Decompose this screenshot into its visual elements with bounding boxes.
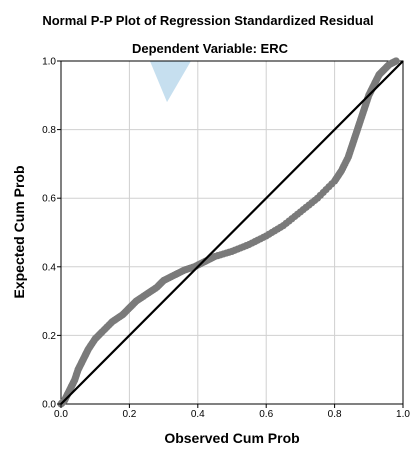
x-tick-label: 0.8 <box>328 409 342 420</box>
y-tick-label: 0.8 <box>42 125 56 136</box>
x-tick-label: 1.0 <box>396 409 410 420</box>
x-tick-label: 0.4 <box>191 409 205 420</box>
y-tick-label: 0.2 <box>42 331 56 342</box>
chart-subtitle: Dependent Variable: ERC <box>132 41 289 56</box>
cursor-overlay-triangle <box>149 61 191 103</box>
plot-frame <box>60 60 404 405</box>
x-tick-label: 0.2 <box>122 409 136 420</box>
data-point <box>392 57 400 65</box>
x-axis-ticks: 0.0 0.2 0.4 0.6 0.8 1.0 <box>54 404 410 420</box>
x-tick-label: 0.0 <box>54 409 68 420</box>
reference-line <box>60 60 404 405</box>
x-axis-label: Observed Cum Prob <box>164 430 299 446</box>
y-tick-label: 0.4 <box>42 262 56 273</box>
y-axis-label: Expected Cum Prob <box>11 165 27 298</box>
y-axis-ticks: 0.0 0.2 0.4 0.6 0.8 1.0 <box>42 57 61 411</box>
chart-title: Normal P-P Plot of Regression Standardiz… <box>42 13 373 28</box>
x-tick-label: 0.6 <box>259 409 273 420</box>
y-tick-label: 0.6 <box>42 194 56 205</box>
y-tick-label: 0.0 <box>42 400 56 411</box>
y-tick-label: 1.0 <box>42 57 56 68</box>
